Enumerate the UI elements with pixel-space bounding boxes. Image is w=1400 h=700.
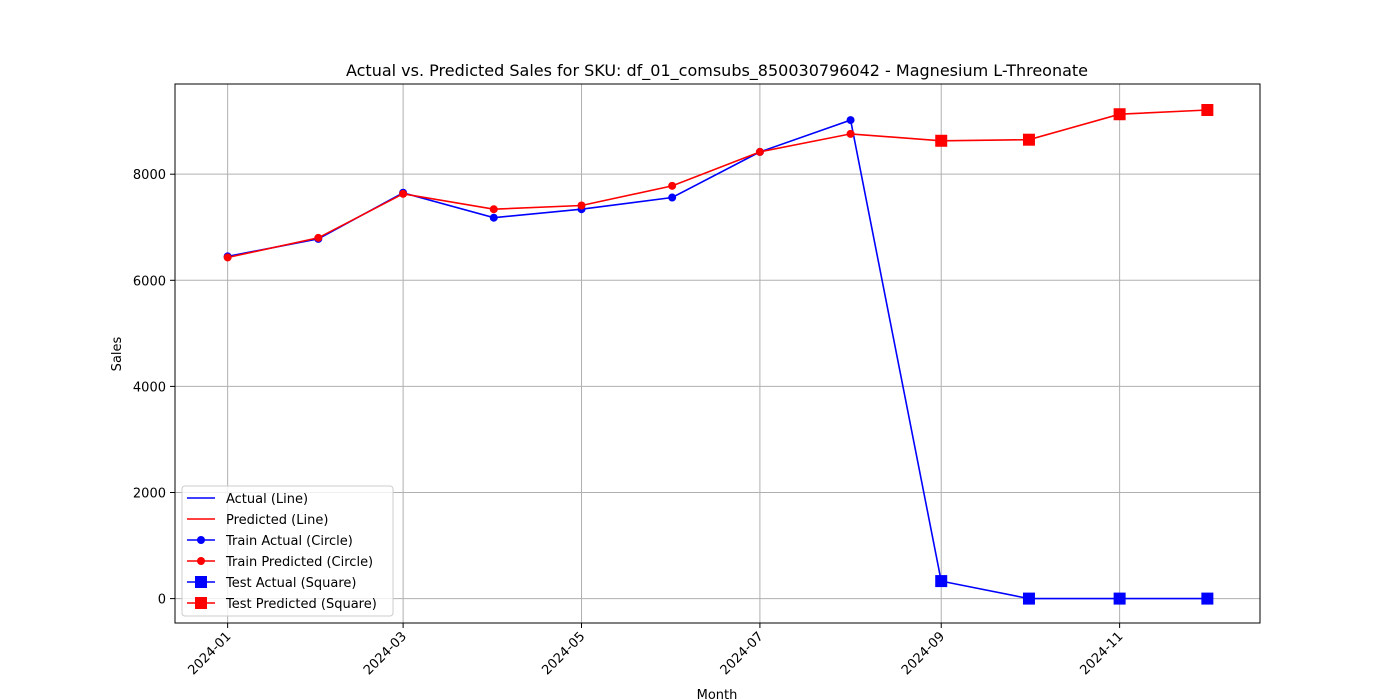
- x-axis-label: Month: [697, 688, 738, 700]
- train-actual-point: [846, 116, 855, 125]
- legend-circle-marker: [197, 557, 205, 565]
- test-actual-point: [1022, 592, 1035, 605]
- y-axis-label: Sales: [110, 336, 125, 371]
- train-predicted-point: [668, 181, 677, 190]
- y-tick-label: 2000: [133, 486, 166, 501]
- legend-label: Train Predicted (Circle): [225, 555, 373, 570]
- x-tick-label: 2024-11: [1077, 629, 1126, 678]
- legend-label: Predicted (Line): [226, 513, 328, 528]
- x-tick-label: 2024-05: [539, 629, 588, 678]
- test-predicted-point: [935, 134, 948, 147]
- chart-title: Actual vs. Predicted Sales for SKU: df_0…: [346, 61, 1088, 81]
- test-predicted-point: [1022, 133, 1035, 146]
- test-predicted-point: [1113, 108, 1126, 121]
- train-predicted-point: [755, 147, 764, 156]
- predicted-line: [227, 109, 1208, 259]
- series-layer: [223, 103, 1214, 605]
- legend-label: Test Actual (Square): [225, 576, 357, 591]
- legend-square-marker: [195, 597, 207, 609]
- legend-label: Test Predicted (Square): [225, 597, 377, 612]
- train-predicted-point: [846, 129, 855, 138]
- x-tick-label: 2024-07: [718, 629, 767, 678]
- legend: Actual (Line) Predicted (Line) Train Actua…: [181, 485, 394, 617]
- train-predicted-point: [223, 253, 232, 262]
- train-predicted-point: [577, 201, 586, 210]
- legend-box: [181, 485, 394, 617]
- y-tick-label: 6000: [133, 274, 166, 289]
- train-predicted-point: [314, 233, 323, 242]
- x-tick-label: 2024-03: [361, 629, 410, 678]
- test-actual-point: [1113, 592, 1126, 605]
- x-tick-label: 2024-09: [899, 629, 948, 678]
- train-predicted-point: [399, 189, 408, 198]
- plot-frame: [174, 83, 1261, 624]
- legend-label: Train Actual (Circle): [225, 534, 353, 549]
- train-actual-point: [489, 213, 498, 222]
- train-predicted-point: [489, 205, 498, 214]
- train-actual-point: [668, 193, 677, 202]
- test-actual-point: [935, 575, 948, 588]
- y-tick-label: 8000: [133, 168, 166, 183]
- legend-square-marker: [195, 576, 207, 588]
- test-predicted-point: [1201, 103, 1214, 116]
- y-tick-label: 0: [158, 593, 166, 608]
- x-tick-label: 2024-01: [185, 629, 234, 678]
- legend-label: Actual (Line): [226, 492, 308, 507]
- test-actual-point: [1201, 592, 1214, 605]
- legend-circle-marker: [197, 536, 205, 544]
- y-tick-label: 4000: [133, 380, 166, 395]
